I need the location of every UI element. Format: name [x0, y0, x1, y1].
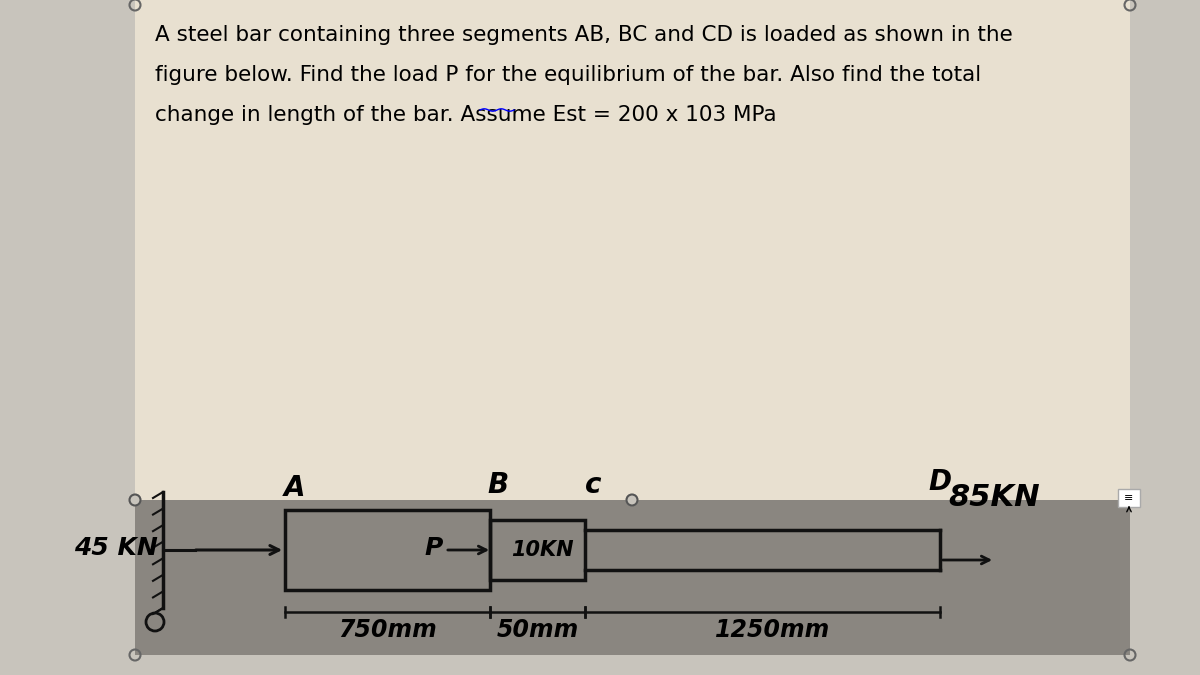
- Text: D: D: [929, 468, 952, 496]
- Text: 85KN: 85KN: [948, 483, 1039, 512]
- Text: P: P: [425, 536, 443, 560]
- Circle shape: [130, 495, 140, 506]
- Text: 50mm: 50mm: [497, 618, 578, 642]
- Bar: [134, 500, 1130, 655]
- Text: c: c: [584, 471, 601, 499]
- Bar: [490, 520, 586, 580]
- Text: change in length of the bar. Assume Est = 200 x 103 MPa: change in length of the bar. Assume Est …: [155, 105, 776, 125]
- Bar: [1118, 489, 1140, 507]
- Text: B: B: [487, 471, 509, 499]
- Text: ≡: ≡: [1124, 493, 1134, 503]
- Circle shape: [1124, 495, 1135, 506]
- Text: 1250mm: 1250mm: [715, 618, 830, 642]
- Bar: [286, 510, 490, 590]
- Text: figure below. Find the load P for the equilibrium of the bar. Also find the tota: figure below. Find the load P for the eq…: [155, 65, 982, 85]
- Circle shape: [626, 495, 637, 506]
- Text: A steel bar containing three segments AB, BC and CD is loaded as shown in the: A steel bar containing three segments AB…: [155, 25, 1013, 45]
- Bar: [134, 0, 1130, 500]
- Text: 10KN: 10KN: [511, 540, 574, 560]
- Text: 45 KN: 45 KN: [74, 536, 158, 560]
- Text: 750mm: 750mm: [338, 618, 437, 642]
- Text: A: A: [284, 474, 306, 502]
